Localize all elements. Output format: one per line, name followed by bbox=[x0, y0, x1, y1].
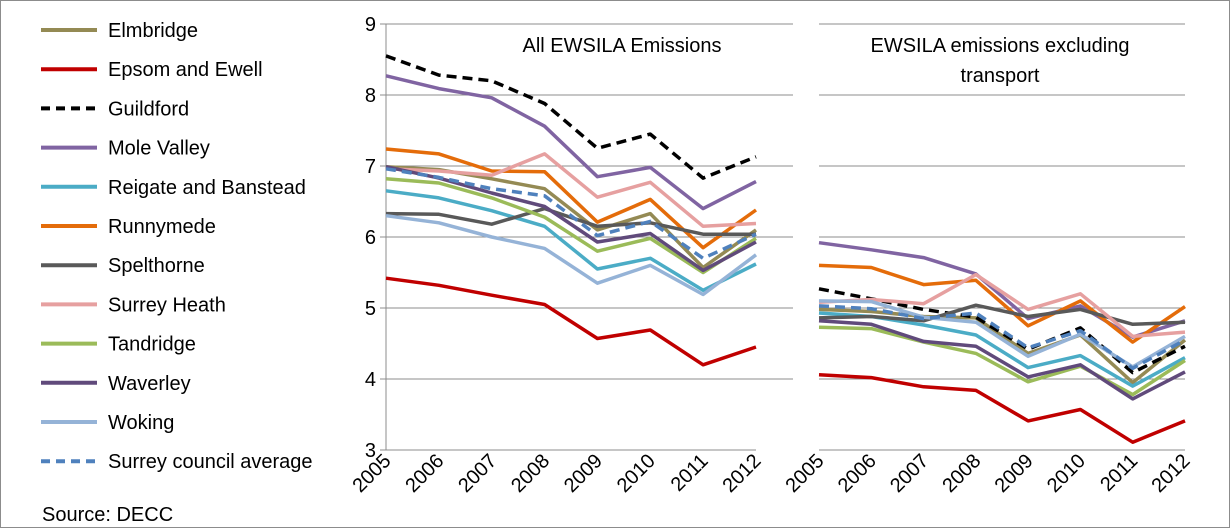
panel-title-1-0: EWSILA emissions excluding bbox=[870, 35, 1129, 57]
legend-label-5: Runnymede bbox=[108, 216, 216, 238]
legend-label-11: Surrey council average bbox=[108, 451, 313, 473]
legend-label-3: Mole Valley bbox=[108, 138, 210, 160]
series-line-0-6 bbox=[385, 206, 756, 236]
series-line-0-7 bbox=[385, 152, 757, 229]
series-line-1-8 bbox=[818, 325, 1186, 397]
series-line-0-8 bbox=[385, 177, 757, 275]
legend: Elmbridge Epsom and Ewell Guildford Mole Va… bbox=[41, 20, 313, 473]
y-tick-label-6: 9 bbox=[365, 14, 376, 36]
x-tick-label-0-4: 2009 bbox=[560, 450, 607, 497]
x-tick-label-1-4: 2009 bbox=[991, 450, 1038, 497]
panel-excluding-transport: 2005 2006 2007 2008 2009 2010 2011 2012 EWSILA e… bbox=[782, 23, 1195, 497]
x-tick-label-1-0: 2005 bbox=[782, 450, 829, 497]
series-line-1-7 bbox=[818, 272, 1186, 339]
series-line-1-1 bbox=[818, 372, 1186, 444]
series-line-1-5 bbox=[818, 263, 1186, 344]
legend-label-2: Guildford bbox=[108, 98, 189, 120]
x-tick-label-1-5: 2010 bbox=[1043, 450, 1090, 497]
legend-label-1: Epsom and Ewell bbox=[108, 59, 263, 81]
x-tick-label-0-3: 2008 bbox=[507, 450, 554, 497]
series-line-0-11 bbox=[385, 167, 757, 261]
series-line-0-4 bbox=[385, 189, 757, 293]
x-tick-label-1-6: 2011 bbox=[1096, 450, 1142, 496]
panel-title-0-0: All EWSILA Emissions bbox=[523, 35, 722, 57]
series-line-1-0 bbox=[818, 307, 1187, 385]
legend-label-8: Tandridge bbox=[108, 334, 196, 356]
legend-label-4: Reigate and Banstead bbox=[108, 177, 306, 199]
series-line-1-11 bbox=[818, 304, 1186, 371]
x-tick-label-0-5: 2010 bbox=[613, 450, 660, 497]
x-tick-label-0-6: 2011 bbox=[667, 450, 713, 496]
x-tick-label-1-2: 2007 bbox=[886, 450, 933, 497]
y-tick-label-3: 6 bbox=[365, 227, 376, 249]
panel-all-emissions: 3 4 5 6 7 8 9 2005 2006 2007 2008 2009 2010 2011 2012 A… bbox=[349, 14, 793, 497]
x-tick-label-0-7: 2012 bbox=[719, 450, 766, 497]
y-tick-label-5: 8 bbox=[365, 85, 376, 107]
y-tick-label-1: 4 bbox=[365, 369, 376, 391]
series-line-0-3 bbox=[385, 74, 757, 211]
x-tick-label-1-7: 2012 bbox=[1148, 450, 1195, 497]
series-line-0-9 bbox=[385, 164, 757, 273]
legend-label-9: Waverley bbox=[108, 373, 191, 395]
y-tick-label-4: 7 bbox=[365, 156, 376, 178]
y-tick-label-0: 3 bbox=[365, 440, 376, 462]
x-tick-label-0-0: 2005 bbox=[349, 450, 396, 497]
legend-label-0: Elmbridge bbox=[108, 20, 198, 42]
series-line-0-5 bbox=[385, 147, 758, 250]
x-tick-label-1-1: 2006 bbox=[834, 450, 881, 497]
legend-label-10: Woking bbox=[108, 412, 174, 434]
series-line-1-6 bbox=[818, 303, 1186, 327]
legend-label-6: Spelthorne bbox=[108, 255, 205, 277]
y-tick-label-2: 5 bbox=[365, 298, 376, 320]
series-line-0-2 bbox=[385, 54, 757, 180]
series-line-0-10 bbox=[385, 213, 758, 297]
source-label: Source: DECC bbox=[42, 504, 173, 526]
x-tick-label-0-2: 2007 bbox=[454, 450, 501, 497]
series-line-1-9 bbox=[818, 319, 1186, 401]
series-line-1-3 bbox=[818, 240, 1186, 339]
x-tick-label-1-3: 2008 bbox=[938, 450, 985, 497]
series-line-0-1 bbox=[385, 276, 757, 367]
legend-label-7: Surrey Heath bbox=[108, 294, 226, 316]
x-tick-label-0-1: 2006 bbox=[401, 450, 448, 497]
panel-title-1-1: transport bbox=[961, 65, 1040, 87]
